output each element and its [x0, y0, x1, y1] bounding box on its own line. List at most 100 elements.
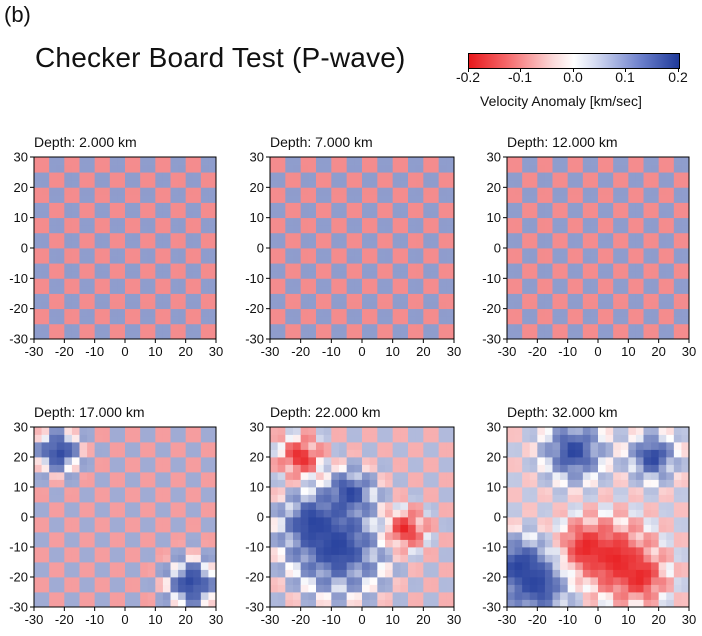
heatmap-cell [87, 194, 96, 203]
heatmap-cell [446, 210, 454, 219]
heatmap-cell [41, 285, 50, 294]
heatmap-cell [552, 569, 561, 578]
heatmap-cell [544, 479, 553, 488]
heatmap-cell [438, 331, 447, 339]
heatmap-cell [109, 293, 118, 302]
heatmap-cell [41, 509, 50, 518]
heatmap-cell [293, 547, 302, 555]
heatmap-cell [102, 202, 111, 211]
heatmap-cell [346, 323, 355, 332]
heatmap-cell [117, 172, 126, 181]
heatmap-cell [438, 217, 447, 226]
heatmap-cell [446, 509, 454, 518]
heatmap-cell [635, 487, 644, 495]
heatmap-cell [155, 179, 164, 188]
y-tick-label: -20 [482, 570, 501, 585]
heatmap-cell [178, 517, 187, 525]
heatmap-cell [392, 263, 401, 272]
heatmap-cell [598, 487, 606, 495]
heatmap-cell [49, 323, 58, 332]
heatmap-cell [666, 562, 675, 570]
heatmap-cell [567, 487, 576, 495]
heatmap-cell [147, 270, 156, 279]
heatmap-cell [94, 577, 103, 585]
heatmap-cell [323, 502, 332, 510]
heatmap-cell [514, 464, 523, 473]
heatmap-cell [200, 524, 209, 533]
heatmap-cell [354, 248, 363, 256]
heatmap-cell [331, 172, 340, 181]
heatmap-cell [277, 255, 286, 264]
heatmap-cell [34, 464, 42, 473]
heatmap-cell [79, 509, 88, 518]
heatmap-cell [408, 308, 417, 317]
x-tick-label: 0 [594, 612, 601, 627]
heatmap-cell [423, 449, 432, 458]
heatmap-cell [170, 584, 179, 593]
chart-title: Checker Board Test (P-wave) [35, 42, 406, 73]
heatmap-cell [71, 225, 80, 234]
heatmap-cell [575, 323, 584, 332]
heatmap-cell [162, 592, 171, 600]
heatmap-cell [392, 255, 401, 264]
heatmap-cell [392, 164, 401, 173]
heatmap-cell [94, 270, 103, 279]
heatmap-cell [71, 331, 80, 339]
heatmap-cell [316, 562, 325, 570]
heatmap-cell [643, 225, 652, 234]
heatmap-cell [582, 225, 591, 234]
heatmap-cell [635, 263, 644, 272]
heatmap-cell [49, 494, 58, 503]
heatmap-cell [185, 194, 194, 203]
heatmap-cell [56, 449, 65, 458]
heatmap-cell [658, 248, 667, 256]
heatmap-cell [316, 285, 325, 294]
heatmap-cell [200, 331, 209, 339]
heatmap-cell [125, 532, 133, 540]
heatmap-cell [673, 434, 682, 443]
heatmap-cell [270, 569, 279, 578]
heatmap-cell [285, 255, 294, 264]
heatmap-cell [162, 157, 171, 165]
heatmap-cell [575, 547, 584, 555]
heatmap-cell [331, 517, 340, 525]
heatmap-cell [109, 569, 118, 578]
heatmap-cell [178, 562, 187, 570]
heatmap-cell [552, 331, 561, 339]
heatmap-cell [431, 179, 440, 188]
heatmap-cell [71, 539, 80, 548]
heatmap-cell [673, 472, 682, 480]
heatmap-cell [79, 331, 88, 339]
heatmap-cell [590, 494, 599, 503]
heatmap-cell [64, 472, 73, 480]
heatmap-cell [94, 323, 103, 332]
heatmap-cell [208, 255, 216, 264]
heatmap-cell [408, 164, 417, 173]
heatmap-cell [628, 554, 637, 563]
colorbar-tick-label: -0.2 [455, 69, 481, 85]
heatmap-cell [170, 427, 179, 435]
heatmap-cell [285, 308, 294, 317]
heatmap-cell [544, 539, 553, 548]
heatmap-cell [34, 554, 42, 563]
heatmap-cell [635, 532, 644, 540]
heatmap-cell [560, 293, 569, 302]
heatmap-cell [537, 517, 546, 525]
heatmap-cell [423, 554, 432, 563]
heatmap-cell [423, 278, 432, 287]
heatmap-cell [339, 502, 348, 510]
heatmap-cell [155, 592, 164, 600]
heatmap-cell [339, 308, 348, 317]
heatmap-cell [575, 427, 584, 435]
heatmap-cell [628, 172, 637, 181]
heatmap-cell [529, 263, 538, 272]
heatmap-cell [339, 517, 348, 525]
heatmap-cell [140, 442, 149, 450]
heatmap-cell [277, 569, 286, 578]
heatmap-cell [34, 539, 42, 548]
heatmap-cell [87, 301, 96, 310]
heatmap-cell [544, 278, 553, 287]
heatmap-cell [635, 194, 644, 203]
heatmap-cell [438, 487, 447, 495]
heatmap-cell [613, 202, 622, 211]
